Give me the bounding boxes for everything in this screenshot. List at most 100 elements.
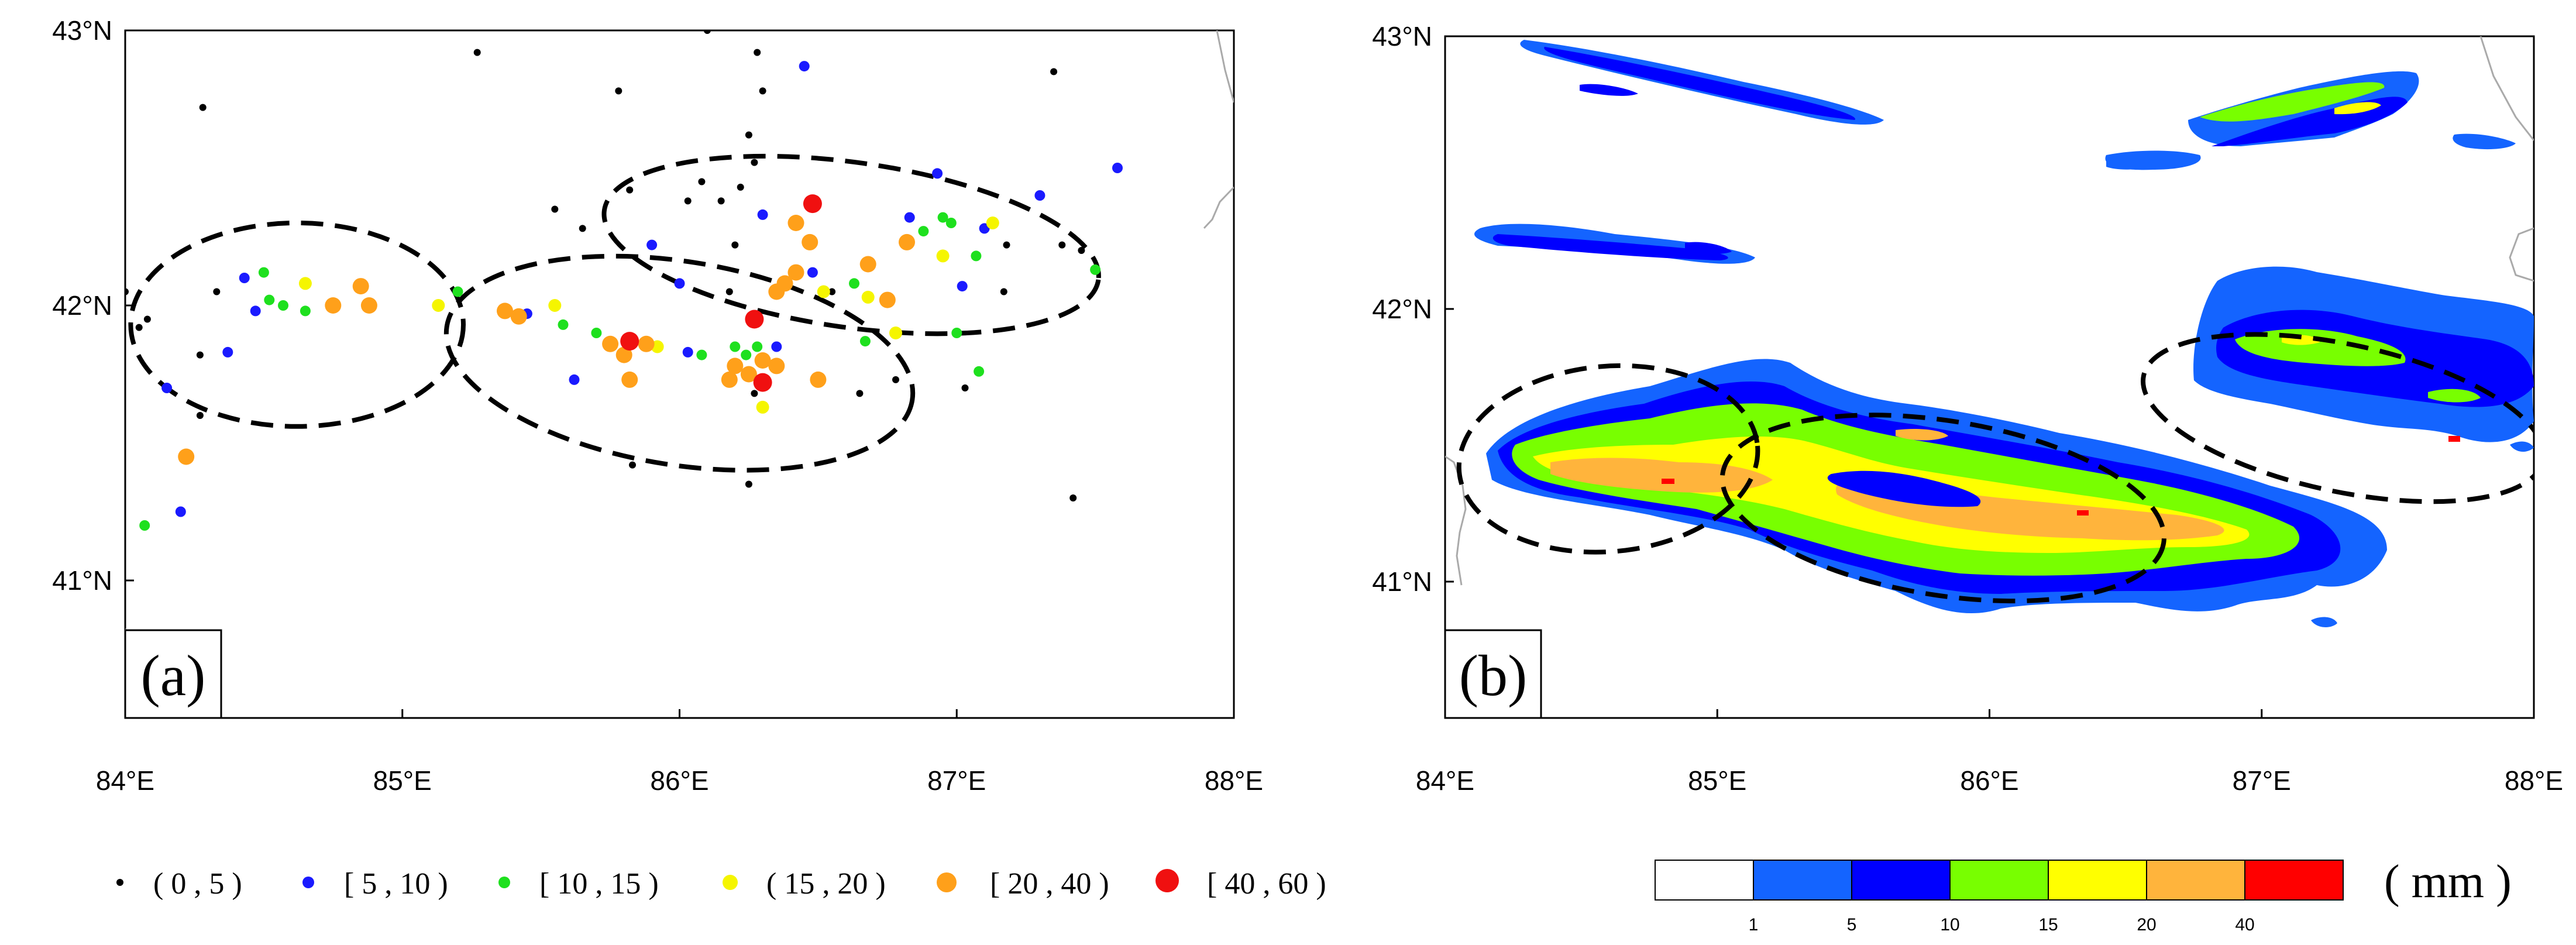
station-point-0-5-1 <box>135 324 143 331</box>
station-point-0-5-2 <box>143 315 151 323</box>
station-point-20-40-109 <box>879 291 896 308</box>
station-point-5-10-38 <box>222 346 233 358</box>
station-point-0-5-21 <box>751 159 758 166</box>
station-point-20-40-110 <box>899 233 915 250</box>
panel-a-ellipse-2 <box>443 253 916 473</box>
station-point-0-5-33 <box>1058 241 1066 249</box>
precip-peak-1 <box>1662 479 1674 484</box>
panel-a-label-box <box>124 629 222 719</box>
station-point-5-10-43 <box>646 239 658 250</box>
station-point-10-15-69 <box>859 336 871 347</box>
station-point-20-40-98 <box>727 358 744 374</box>
legend-marker-10-15 <box>498 877 510 888</box>
legend-marker-20-40 <box>937 872 957 892</box>
station-point-0-5-14 <box>698 178 706 185</box>
station-point-5-10-52 <box>957 281 968 292</box>
station-point-0-5-27 <box>856 390 864 397</box>
station-point-20-40-100 <box>754 352 771 369</box>
panel-b-lat-tick-43: 43°N <box>1372 21 1432 51</box>
station-point-0-5-17 <box>703 30 711 34</box>
station-point-0-5-10 <box>615 87 622 95</box>
station-point-15-20-77 <box>298 277 312 290</box>
station-point-20-40-90 <box>360 297 377 314</box>
panel-b-ellipses <box>1456 332 2534 604</box>
station-point-0-5-25 <box>751 390 758 397</box>
station-point-20-40-92 <box>510 308 527 325</box>
panel-a-ellipses <box>128 153 1101 473</box>
station-point-0-5-15 <box>717 197 725 205</box>
legend-label-40-60: [ 40 , 60 ) <box>1207 867 1326 901</box>
panel-a-boundary-north <box>1216 30 1234 103</box>
panel-b-lon-tick-88: 88°E <box>2505 765 2563 796</box>
station-point-0-5-12 <box>629 461 636 469</box>
station-point-0-5-29 <box>961 384 969 391</box>
station-point-20-40-103 <box>776 275 793 292</box>
panel-b-ellipse-2 <box>1719 413 2166 604</box>
legend-label-5-10: [ 5 , 10 ) <box>344 867 448 901</box>
panel-b-boundary-north <box>2479 36 2534 141</box>
station-point-0-5-5 <box>196 351 204 359</box>
colorbar-box-4 <box>2048 860 2147 900</box>
station-point-0-5-8 <box>551 205 559 213</box>
station-point-15-20-82 <box>817 285 830 298</box>
colorbar-tick-20: 20 <box>2137 915 2156 934</box>
station-point-20-40-101 <box>768 358 785 374</box>
station-point-40-60-111 <box>620 332 639 351</box>
precip-band-40mm-plus <box>1662 436 2460 516</box>
colorbar-tick-5: 5 <box>1847 915 1857 934</box>
legend-marker-0-5 <box>116 879 123 886</box>
station-point-0-5-35 <box>1078 247 1085 254</box>
station-point-10-15-74 <box>971 250 982 262</box>
station-point-10-15-65 <box>730 341 741 352</box>
colorbar-unit: ( mm ) <box>2384 856 2512 908</box>
legend-marker-5-10 <box>302 877 314 888</box>
station-point-0-5-24 <box>745 480 752 488</box>
station-point-5-10-51 <box>932 168 943 179</box>
station-point-10-15-68 <box>849 278 859 289</box>
colorbar-dividers <box>1753 860 2245 900</box>
station-point-0-5-9 <box>579 225 586 232</box>
station-point-10-15-73 <box>951 328 962 338</box>
station-point-15-20-86 <box>986 217 999 229</box>
station-point-5-10-42 <box>569 374 580 385</box>
colorbar-box-0 <box>1655 860 1753 900</box>
panel-a-lon-tick-86: 86°E <box>650 765 709 796</box>
panel-a-lat-tick-42: 42°N <box>52 290 112 321</box>
station-point-15-20-81 <box>756 400 769 414</box>
station-point-10-15-64 <box>696 349 707 360</box>
station-point-5-10-48 <box>807 267 818 278</box>
station-point-10-15-57 <box>258 267 269 278</box>
panel-a: 84°E 85°E 86°E 87°E 88°E 43°N 42°N 41°N … <box>52 15 1263 796</box>
panel-b-ticks <box>1444 35 2535 718</box>
precip-peak-2 <box>2077 510 2089 516</box>
station-point-15-20-85 <box>936 249 950 263</box>
panel-a-label: (a) <box>141 643 206 708</box>
station-point-40-60-113 <box>753 373 772 392</box>
panel-a-boundary-east <box>1203 186 1234 229</box>
panel-b-boundary-east <box>2509 227 2534 282</box>
station-point-0-5-13 <box>684 197 692 205</box>
station-point-10-15-62 <box>558 319 569 330</box>
panel-b-lon-tick-87: 87°E <box>2233 765 2291 796</box>
station-point-0-5-18 <box>754 49 761 56</box>
panel-b: 84°E 85°E 86°E 87°E 88°E 43°N 42°N 41°N … <box>1372 21 2563 796</box>
panel-a-lon-tick-88: 88°E <box>1205 765 1263 796</box>
legend-label-0-5: ( 0 , 5 ) <box>153 867 242 901</box>
panel-b-lat-tick-41: 41°N <box>1372 566 1432 597</box>
station-point-10-15-70 <box>918 226 929 237</box>
panel-a-lon-tick-85: 85°E <box>373 765 432 796</box>
legend-marker-40-60 <box>1155 869 1179 892</box>
colorbar-tick-40: 40 <box>2235 915 2254 934</box>
precip-peak-3 <box>2448 436 2460 442</box>
station-point-0-5-20 <box>745 131 752 139</box>
colorbar-tick-1: 1 <box>1749 915 1759 934</box>
station-point-20-40-95 <box>621 371 638 388</box>
colorbar-box-2 <box>1852 860 1950 900</box>
legend-label-10-15: [ 10 , 15 ) <box>539 867 659 901</box>
panel-b-lon-tick-85: 85°E <box>1688 765 1746 796</box>
panel-b-boundary-west <box>1445 455 1467 586</box>
station-point-20-40-89 <box>352 278 369 295</box>
station-point-10-15-56 <box>139 520 150 531</box>
panel-b-label: (b) <box>1459 643 1528 708</box>
